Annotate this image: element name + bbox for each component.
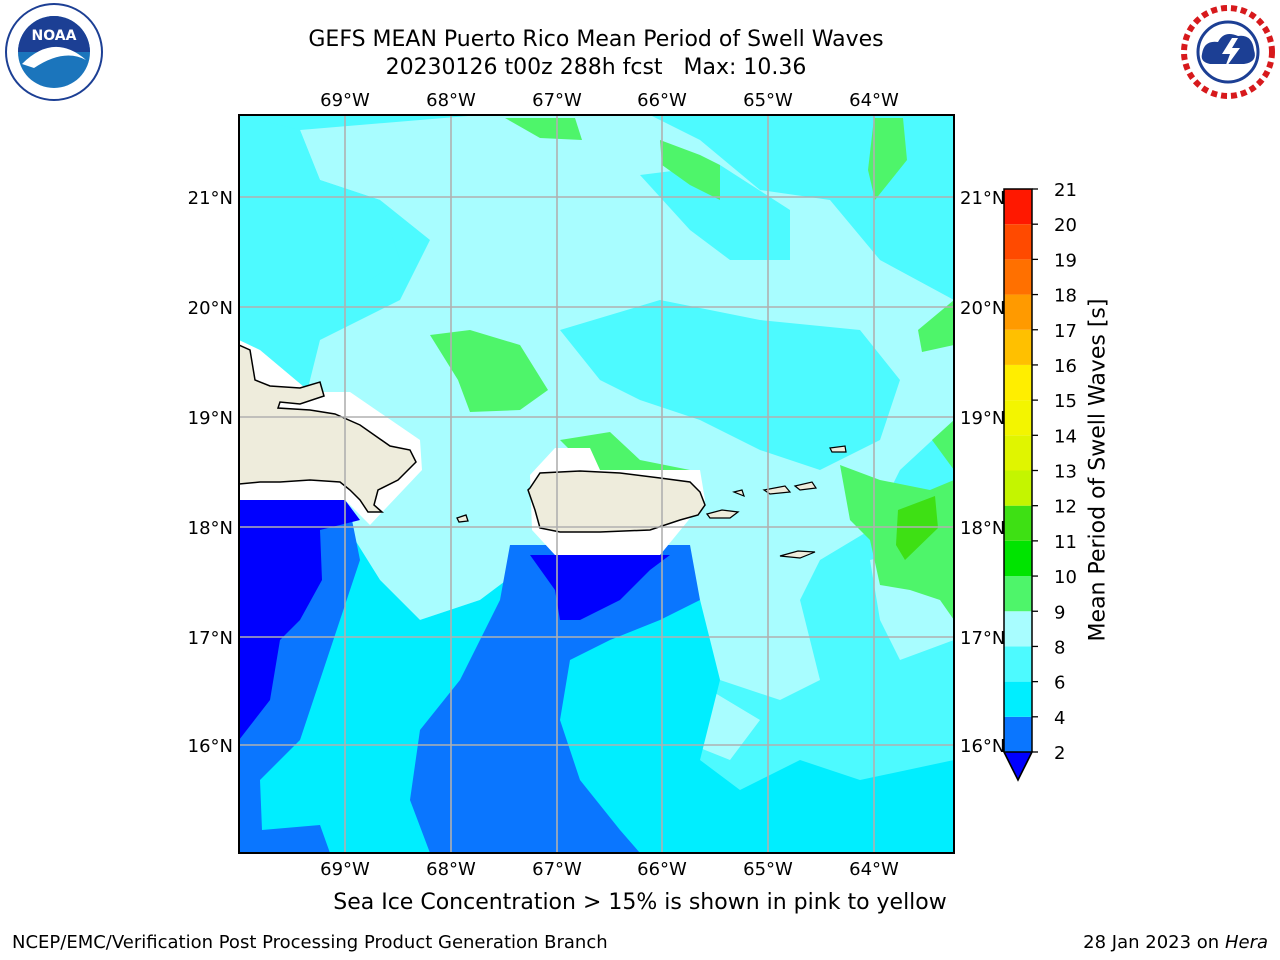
swell-field-below-2-west — [239, 500, 360, 740]
colorbar-tick-label: 11 — [1054, 532, 1077, 553]
colorbar-outline — [1003, 188, 1033, 782]
colorbar-segment — [1004, 470, 1032, 506]
swell-field-9-10-d — [868, 118, 907, 200]
colorbar-segment — [1004, 400, 1032, 436]
lon-label-bottom: 68°W — [426, 859, 476, 880]
land-vieques — [705, 509, 740, 519]
colorbar-segment — [1004, 294, 1032, 330]
colorbar-segment — [1004, 646, 1032, 682]
svg-text:NOAA: NOAA — [32, 28, 77, 44]
swell-field-9-10-a — [430, 330, 548, 412]
lat-label-left: 18°N — [188, 518, 233, 539]
nws-logo-icon — [1180, 4, 1276, 100]
lon-label-top: 69°W — [320, 90, 370, 111]
colorbar-tick-label: 16 — [1054, 356, 1077, 377]
lat-label-left: 20°N — [188, 298, 233, 319]
sea-ice-note: Sea Ice Concentration > 15% is shown in … — [333, 890, 947, 915]
colorbar-tick-label: 12 — [1054, 497, 1077, 518]
colorbar-tick-label: 13 — [1054, 462, 1077, 483]
colorbar-tick-label: 17 — [1054, 321, 1077, 342]
lon-label-top: 65°W — [743, 90, 793, 111]
land-hispaniola — [239, 344, 417, 513]
swell-field-below-2-pr — [530, 555, 670, 620]
lat-label-left: 21°N — [188, 188, 233, 209]
footer-branch: NCEP/EMC/Verification Post Processing Pr… — [12, 932, 608, 953]
swell-field-10-11 — [896, 496, 938, 560]
colorbar-tick-label: 10 — [1054, 567, 1077, 588]
noaa-logo-icon: NOAA — [5, 3, 103, 101]
footer-machine: Hera — [1224, 932, 1268, 953]
colorbar-tick-label: 4 — [1054, 708, 1065, 729]
colorbar-segment — [1004, 576, 1032, 612]
colorbar-tick-label: 9 — [1054, 602, 1065, 623]
lat-label-right: 18°N — [960, 518, 1005, 539]
lon-label-bottom: 64°W — [849, 859, 899, 880]
colorbar-segment — [1004, 224, 1032, 260]
lon-label-top: 68°W — [426, 90, 476, 111]
lon-label-top: 64°W — [849, 90, 899, 111]
colorbar-tick-label: 18 — [1054, 286, 1077, 307]
colorbar-tick-label: 20 — [1054, 215, 1077, 236]
land-mona — [456, 514, 469, 523]
lon-label-top: 67°W — [532, 90, 582, 111]
colorbar-tick-label: 2 — [1054, 743, 1065, 764]
land-st-croix — [779, 550, 816, 559]
colorbar-segment — [1004, 435, 1032, 471]
colorbar-tick-label: 19 — [1054, 250, 1077, 271]
colorbar-segment — [1004, 611, 1032, 647]
colorbar-tick-label: 8 — [1054, 637, 1065, 658]
tick-labels: 69°W 69°W 68°W 68°W 67°W 67°W 66°W 66°W 65°W 65°W… — [188, 90, 1006, 880]
footer-date: 28 Jan 2023 on Hera — [1083, 932, 1268, 953]
title-line-2: 20230126 t00z 288h fcst Max: 10.36 — [385, 55, 807, 80]
swell-field-6-8-center — [560, 300, 900, 470]
swell-field-6-8-nw — [239, 115, 400, 300]
map-frame — [238, 114, 955, 854]
colorbar-segment — [1004, 329, 1032, 365]
colorbar-segment — [1004, 189, 1032, 225]
lon-label-top: 66°W — [637, 90, 687, 111]
colorbar-segment — [1004, 505, 1032, 541]
colorbar-under-triangle — [1002, 751, 1034, 782]
colorbar-label: Mean Period of Swell Waves [s] — [1085, 298, 1111, 642]
colorbar-tick-label: 14 — [1054, 426, 1077, 447]
lat-label-right: 19°N — [960, 408, 1005, 429]
swell-field-9-10-h — [932, 420, 954, 470]
colorbar-segment — [1004, 259, 1032, 295]
colorbar-segment — [1004, 716, 1032, 752]
colorbar: 2 4 6 8 9 10 11 12 13 14 15 16 17 18 19 20 21 — [1002, 180, 1077, 782]
lat-label-right: 17°N — [960, 628, 1005, 649]
lat-label-left: 17°N — [188, 628, 233, 649]
land-puerto-rico — [527, 470, 706, 533]
lat-label-right: 21°N — [960, 188, 1005, 209]
colorbar-segment — [1004, 681, 1032, 717]
colorbar-tick-label: 21 — [1054, 180, 1077, 201]
land-anegada — [829, 445, 847, 453]
colorbar-segment — [1004, 540, 1032, 577]
lat-label-right: 20°N — [960, 298, 1005, 319]
lat-label-right: 16°N — [960, 736, 1005, 757]
chart-title: GEFS MEAN Puerto Rico Mean Period of Swe… — [308, 26, 883, 82]
colorbar-segment — [1004, 364, 1032, 401]
swell-field-9-10-c — [660, 140, 720, 200]
lat-label-left: 16°N — [188, 736, 233, 757]
footer-date-text: 28 Jan 2023 on — [1083, 932, 1225, 953]
map-area — [239, 115, 954, 853]
lon-label-bottom: 67°W — [532, 859, 582, 880]
swell-field-9-10-e — [918, 300, 954, 352]
lat-label-left: 19°N — [188, 408, 233, 429]
swell-field-2-4-south — [410, 545, 700, 853]
swell-field-6-8-ne — [640, 165, 790, 260]
lon-label-bottom: 69°W — [320, 859, 370, 880]
gridlines — [239, 115, 954, 853]
colorbar-tick-label: 15 — [1054, 391, 1077, 412]
lon-label-bottom: 65°W — [743, 859, 793, 880]
title-line-1: GEFS MEAN Puerto Rico Mean Period of Swe… — [308, 27, 884, 52]
swell-field-9-10-b — [505, 118, 582, 140]
lon-label-bottom: 66°W — [637, 859, 687, 880]
colorbar-tick-label: 6 — [1054, 673, 1065, 694]
